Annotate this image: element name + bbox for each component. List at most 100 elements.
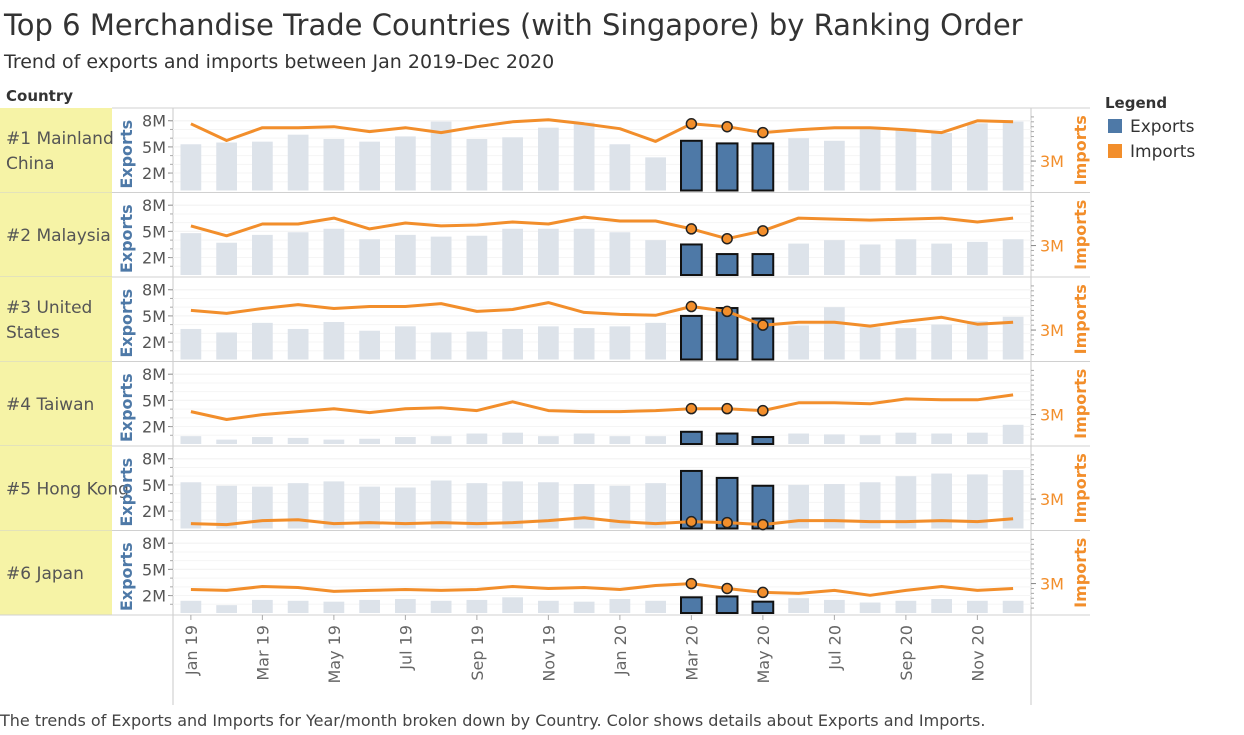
imports-point xyxy=(685,577,698,590)
imports-point xyxy=(757,225,769,237)
exports-bar xyxy=(359,239,380,275)
country-label: #4 Taiwan xyxy=(6,395,94,415)
exports-bar xyxy=(859,327,881,360)
exports-bar xyxy=(216,485,237,529)
exports-bar xyxy=(680,243,703,277)
exports-bar xyxy=(502,228,523,275)
imports-axis-label: Imports xyxy=(1071,453,1090,523)
exports-bar xyxy=(967,321,988,360)
exports-bar xyxy=(323,321,345,360)
left-tick-label: 2M xyxy=(142,333,166,352)
exports-bar xyxy=(931,324,952,360)
exports-bar xyxy=(895,476,917,529)
exports-bar xyxy=(466,483,488,529)
right-tick-label: 3M xyxy=(1040,321,1064,340)
exports-bar xyxy=(824,240,845,275)
exports-bar xyxy=(252,599,273,613)
x-tick-label: Nov 19 xyxy=(539,625,558,682)
exports-bar xyxy=(751,436,775,445)
exports-bar xyxy=(395,136,416,191)
exports-bar xyxy=(323,601,345,613)
exports-bar xyxy=(323,228,345,275)
exports-bar xyxy=(715,432,739,445)
left-tick-label: 5M xyxy=(142,476,166,495)
country-column-header: Country xyxy=(6,87,74,105)
legend-item-exports[interactable]: Exports xyxy=(1108,117,1195,137)
exports-bar xyxy=(715,142,739,192)
imports-point xyxy=(757,126,769,139)
exports-bar xyxy=(430,436,452,444)
imports-point xyxy=(757,404,769,417)
right-tick-label: 3M xyxy=(1040,237,1064,256)
exports-bar xyxy=(502,137,523,191)
exports-bar xyxy=(430,121,452,191)
exports-bar xyxy=(859,482,881,529)
exports-axis-label: Exports xyxy=(117,204,136,273)
exports-bar xyxy=(1002,316,1024,360)
exports-bar xyxy=(252,234,273,275)
exports-bar xyxy=(323,139,345,191)
legend-label-imports: Imports xyxy=(1130,142,1196,162)
exports-bar xyxy=(788,433,809,444)
exports-bar xyxy=(931,599,952,613)
exports-bar xyxy=(573,484,595,529)
imports-line xyxy=(190,118,1014,143)
imports-point xyxy=(685,300,698,313)
exports-bar xyxy=(573,122,595,191)
exports-bar xyxy=(359,486,380,529)
exports-bar xyxy=(573,228,595,275)
country-band xyxy=(0,108,112,193)
left-tick-label: 8M xyxy=(142,112,166,131)
exports-bar xyxy=(895,328,917,360)
exports-axis-label: Exports xyxy=(117,289,136,358)
exports-bar xyxy=(967,241,988,275)
x-tick-label: Jan 20 xyxy=(611,625,630,676)
left-tick-label: 5M xyxy=(142,138,166,157)
exports-bar xyxy=(430,332,452,360)
exports-bar xyxy=(466,139,488,191)
exports-bar xyxy=(573,433,595,444)
exports-bar xyxy=(824,307,845,360)
exports-bar xyxy=(859,435,881,444)
exports-bar xyxy=(895,600,917,613)
exports-bar xyxy=(466,433,488,444)
exports-bar xyxy=(645,483,666,529)
imports-line xyxy=(190,301,1014,328)
exports-bar xyxy=(788,484,809,529)
exports-bar xyxy=(252,322,273,360)
exports-bar xyxy=(359,141,380,191)
country-label: #2 Malaysia xyxy=(6,226,111,246)
legend-item-imports[interactable]: Imports xyxy=(1108,142,1195,162)
imports-axis-label: Imports xyxy=(1071,538,1090,608)
chart-subtitle: Trend of exports and imports between Jan… xyxy=(4,51,555,73)
left-tick-label: 8M xyxy=(142,281,166,300)
right-tick-label: 3M xyxy=(1040,406,1064,425)
exports-bar xyxy=(680,430,703,445)
x-tick-label: May 19 xyxy=(325,625,344,684)
exports-bar xyxy=(1002,424,1024,444)
exports-bar xyxy=(502,432,523,444)
imports-point xyxy=(757,586,769,599)
left-tick-label: 2M xyxy=(142,164,166,183)
imports-point xyxy=(721,305,733,318)
exports-bar xyxy=(252,141,273,191)
exports-bar xyxy=(323,481,345,529)
imports-line xyxy=(190,582,1014,597)
exports-bar xyxy=(180,482,202,529)
exports-bar xyxy=(538,326,559,360)
x-tick-label: Mar 19 xyxy=(253,625,272,681)
exports-bar xyxy=(216,605,237,613)
exports-bar xyxy=(609,436,631,444)
left-tick-label: 5M xyxy=(142,222,166,241)
exports-bar xyxy=(680,469,703,530)
exports-bar xyxy=(216,439,237,444)
country-band xyxy=(0,446,112,531)
exports-bar xyxy=(967,123,988,191)
left-tick-label: 2M xyxy=(142,587,166,606)
imports-point xyxy=(721,232,733,245)
exports-bar xyxy=(645,322,666,360)
exports-bar xyxy=(395,326,416,360)
exports-bar xyxy=(680,596,703,614)
country-label: #3 United States xyxy=(6,298,92,343)
left-tick-label: 2M xyxy=(142,249,166,268)
